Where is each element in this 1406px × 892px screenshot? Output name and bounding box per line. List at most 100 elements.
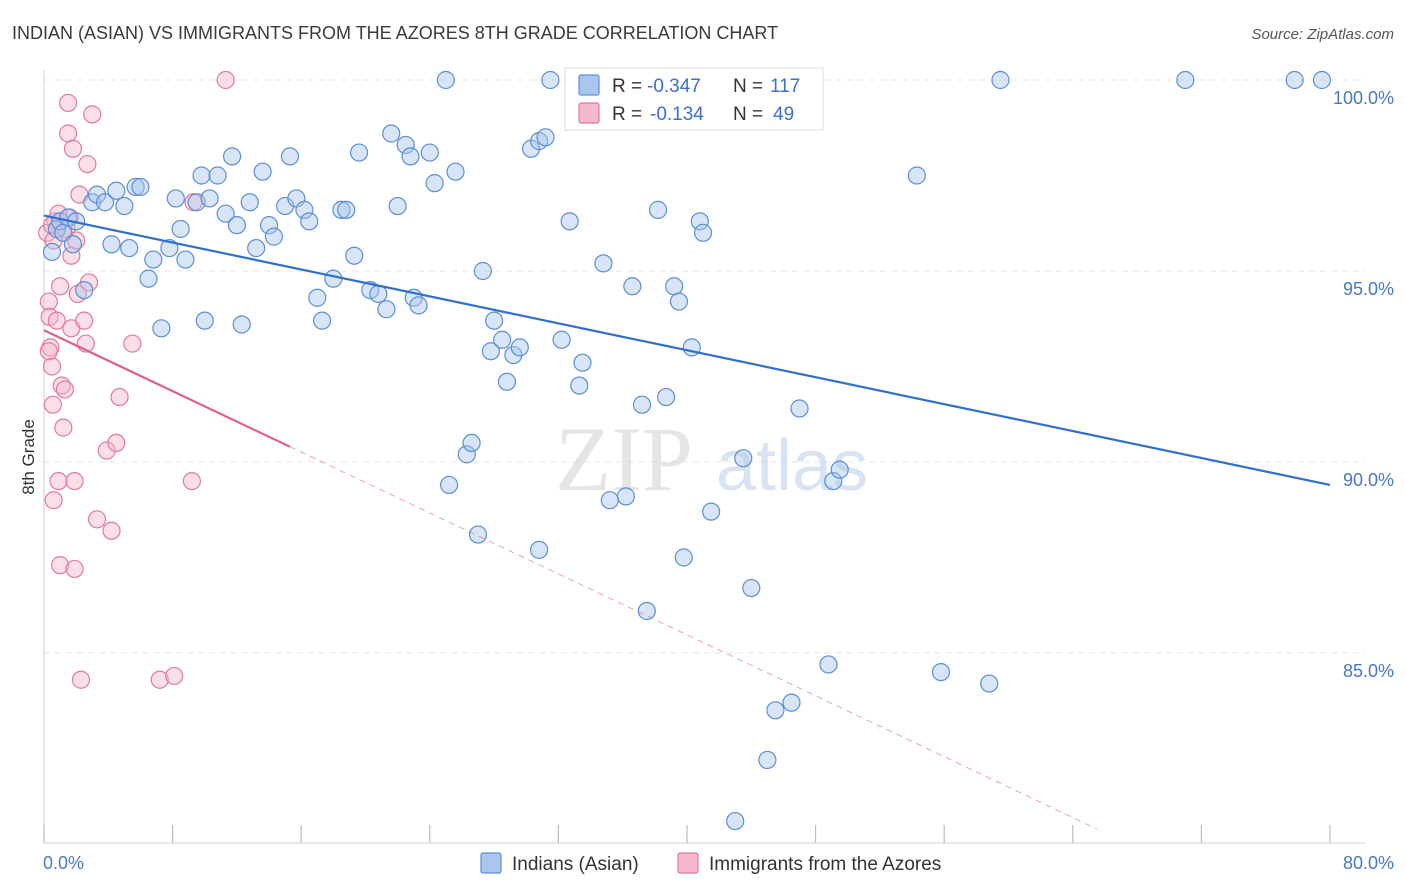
indians-point-63 (457, 445, 476, 464)
indians-point-60 (425, 174, 444, 193)
indians-point-68 (485, 311, 504, 330)
stats-legend-box (564, 67, 824, 131)
indians-point-98 (734, 449, 753, 468)
indians-point-89 (657, 387, 676, 407)
azores-point-30 (78, 154, 97, 174)
indians-point-85 (623, 277, 642, 296)
azores-point-43 (216, 70, 235, 90)
azores-point-10 (50, 556, 70, 575)
indians-point-101 (766, 701, 785, 720)
indians-point-27 (200, 189, 219, 208)
azores-point-1 (39, 292, 58, 311)
indians-point-42 (300, 212, 319, 231)
stats-r-value-2: -0.134 (650, 104, 704, 125)
indians-point-41 (295, 200, 314, 219)
azores-point-17 (59, 124, 78, 143)
stats-n-value-1: 117 (770, 76, 800, 97)
indians-point-97 (726, 811, 745, 831)
stats-r-value-1: -0.347 (647, 76, 701, 97)
azores-point-23 (65, 559, 84, 579)
indians-point-78 (552, 330, 571, 349)
y-tick-label-0: 100.0% (1333, 88, 1394, 108)
watermark: ZIP atlas (555, 408, 868, 510)
indians-point-19 (152, 319, 171, 338)
indians-point-49 (349, 143, 369, 162)
indians-point-58 (409, 296, 428, 315)
trend-line-azores (43, 329, 291, 448)
indians-point-99 (742, 578, 761, 598)
stats-n-label-2: N = (733, 104, 763, 125)
indians-point-67 (481, 342, 500, 361)
series-azores-points (38, 70, 235, 689)
azores-point-41 (182, 472, 201, 491)
indians-point-110 (991, 70, 1010, 90)
bottom-legend: Indians (Asian) Immigrants from the Azor… (480, 852, 941, 875)
azores-point-37 (110, 387, 129, 407)
indians-point-53 (382, 124, 401, 143)
stats-n-label-1: N = (733, 76, 763, 97)
azores-point-40 (165, 666, 184, 686)
indians-point-109 (980, 674, 999, 693)
indians-point-111 (1176, 70, 1195, 90)
stats-r-label-2: R = (612, 104, 642, 125)
y-tick-label-3: 85.0% (1343, 661, 1394, 681)
indians-point-11 (102, 235, 121, 254)
indians-point-25 (192, 166, 211, 185)
indians-point-56 (401, 147, 420, 166)
y-tick-label-2: 90.0% (1343, 470, 1394, 490)
y-tick-labels: 100.0% 95.0% 90.0% 85.0% (1333, 88, 1394, 681)
indians-point-37 (264, 227, 283, 246)
indians-point-84 (616, 487, 636, 506)
y-axis-label: 8th Grade (19, 419, 38, 495)
indians-point-71 (504, 345, 523, 365)
y-tick-label-1: 95.0% (1343, 279, 1394, 299)
indians-point-92 (674, 548, 693, 567)
indians-point-14 (120, 238, 139, 258)
stats-legend-swatch-indians (578, 74, 600, 96)
indians-point-44 (312, 311, 332, 330)
indians-point-104 (819, 655, 838, 674)
azores-point-14 (55, 380, 74, 399)
indians-point-76 (530, 540, 549, 559)
azores-point-11 (50, 277, 70, 296)
indians-point-80 (570, 376, 589, 395)
indians-point-81 (573, 353, 592, 372)
stats-r-label-1: R = (612, 76, 642, 97)
indians-point-87 (637, 601, 656, 621)
azores-point-28 (75, 311, 94, 330)
indians-point-94 (690, 212, 709, 231)
azores-point-38 (123, 334, 142, 353)
indians-point-96 (702, 502, 721, 521)
indians-point-33 (240, 193, 259, 212)
chart-title: INDIAN (ASIAN) VS IMMIGRANTS FROM THE AZ… (12, 23, 778, 43)
axes (43, 70, 1366, 844)
azores-point-34 (97, 441, 116, 460)
indians-point-64 (462, 433, 481, 452)
azores-point-35 (102, 521, 121, 540)
indians-point-102 (782, 693, 801, 712)
indians-point-29 (216, 204, 235, 223)
indians-point-112 (1285, 70, 1304, 90)
indians-point-65 (468, 525, 488, 544)
azores-point-8 (47, 311, 66, 330)
indians-point-48 (345, 246, 364, 265)
indians-point-90 (665, 277, 684, 296)
indians-point-95 (693, 223, 713, 242)
indians-point-59 (420, 143, 439, 162)
indians-point-45 (324, 269, 343, 288)
indians-point-21 (166, 189, 185, 208)
indians-point-34 (247, 238, 266, 258)
azores-point-6 (44, 491, 63, 510)
indians-point-32 (232, 315, 251, 334)
indians-point-36 (259, 216, 279, 235)
indians-point-39 (280, 147, 300, 166)
indians-point-82 (594, 254, 613, 273)
indians-point-10 (95, 193, 115, 212)
legend-label-indians: Indians (Asian) (512, 854, 639, 875)
azores-point-5 (43, 395, 62, 414)
indians-point-54 (388, 196, 407, 216)
indians-point-86 (632, 395, 652, 414)
chart-source: Source: ZipAtlas.com (1251, 26, 1394, 43)
indians-point-13 (115, 196, 134, 216)
